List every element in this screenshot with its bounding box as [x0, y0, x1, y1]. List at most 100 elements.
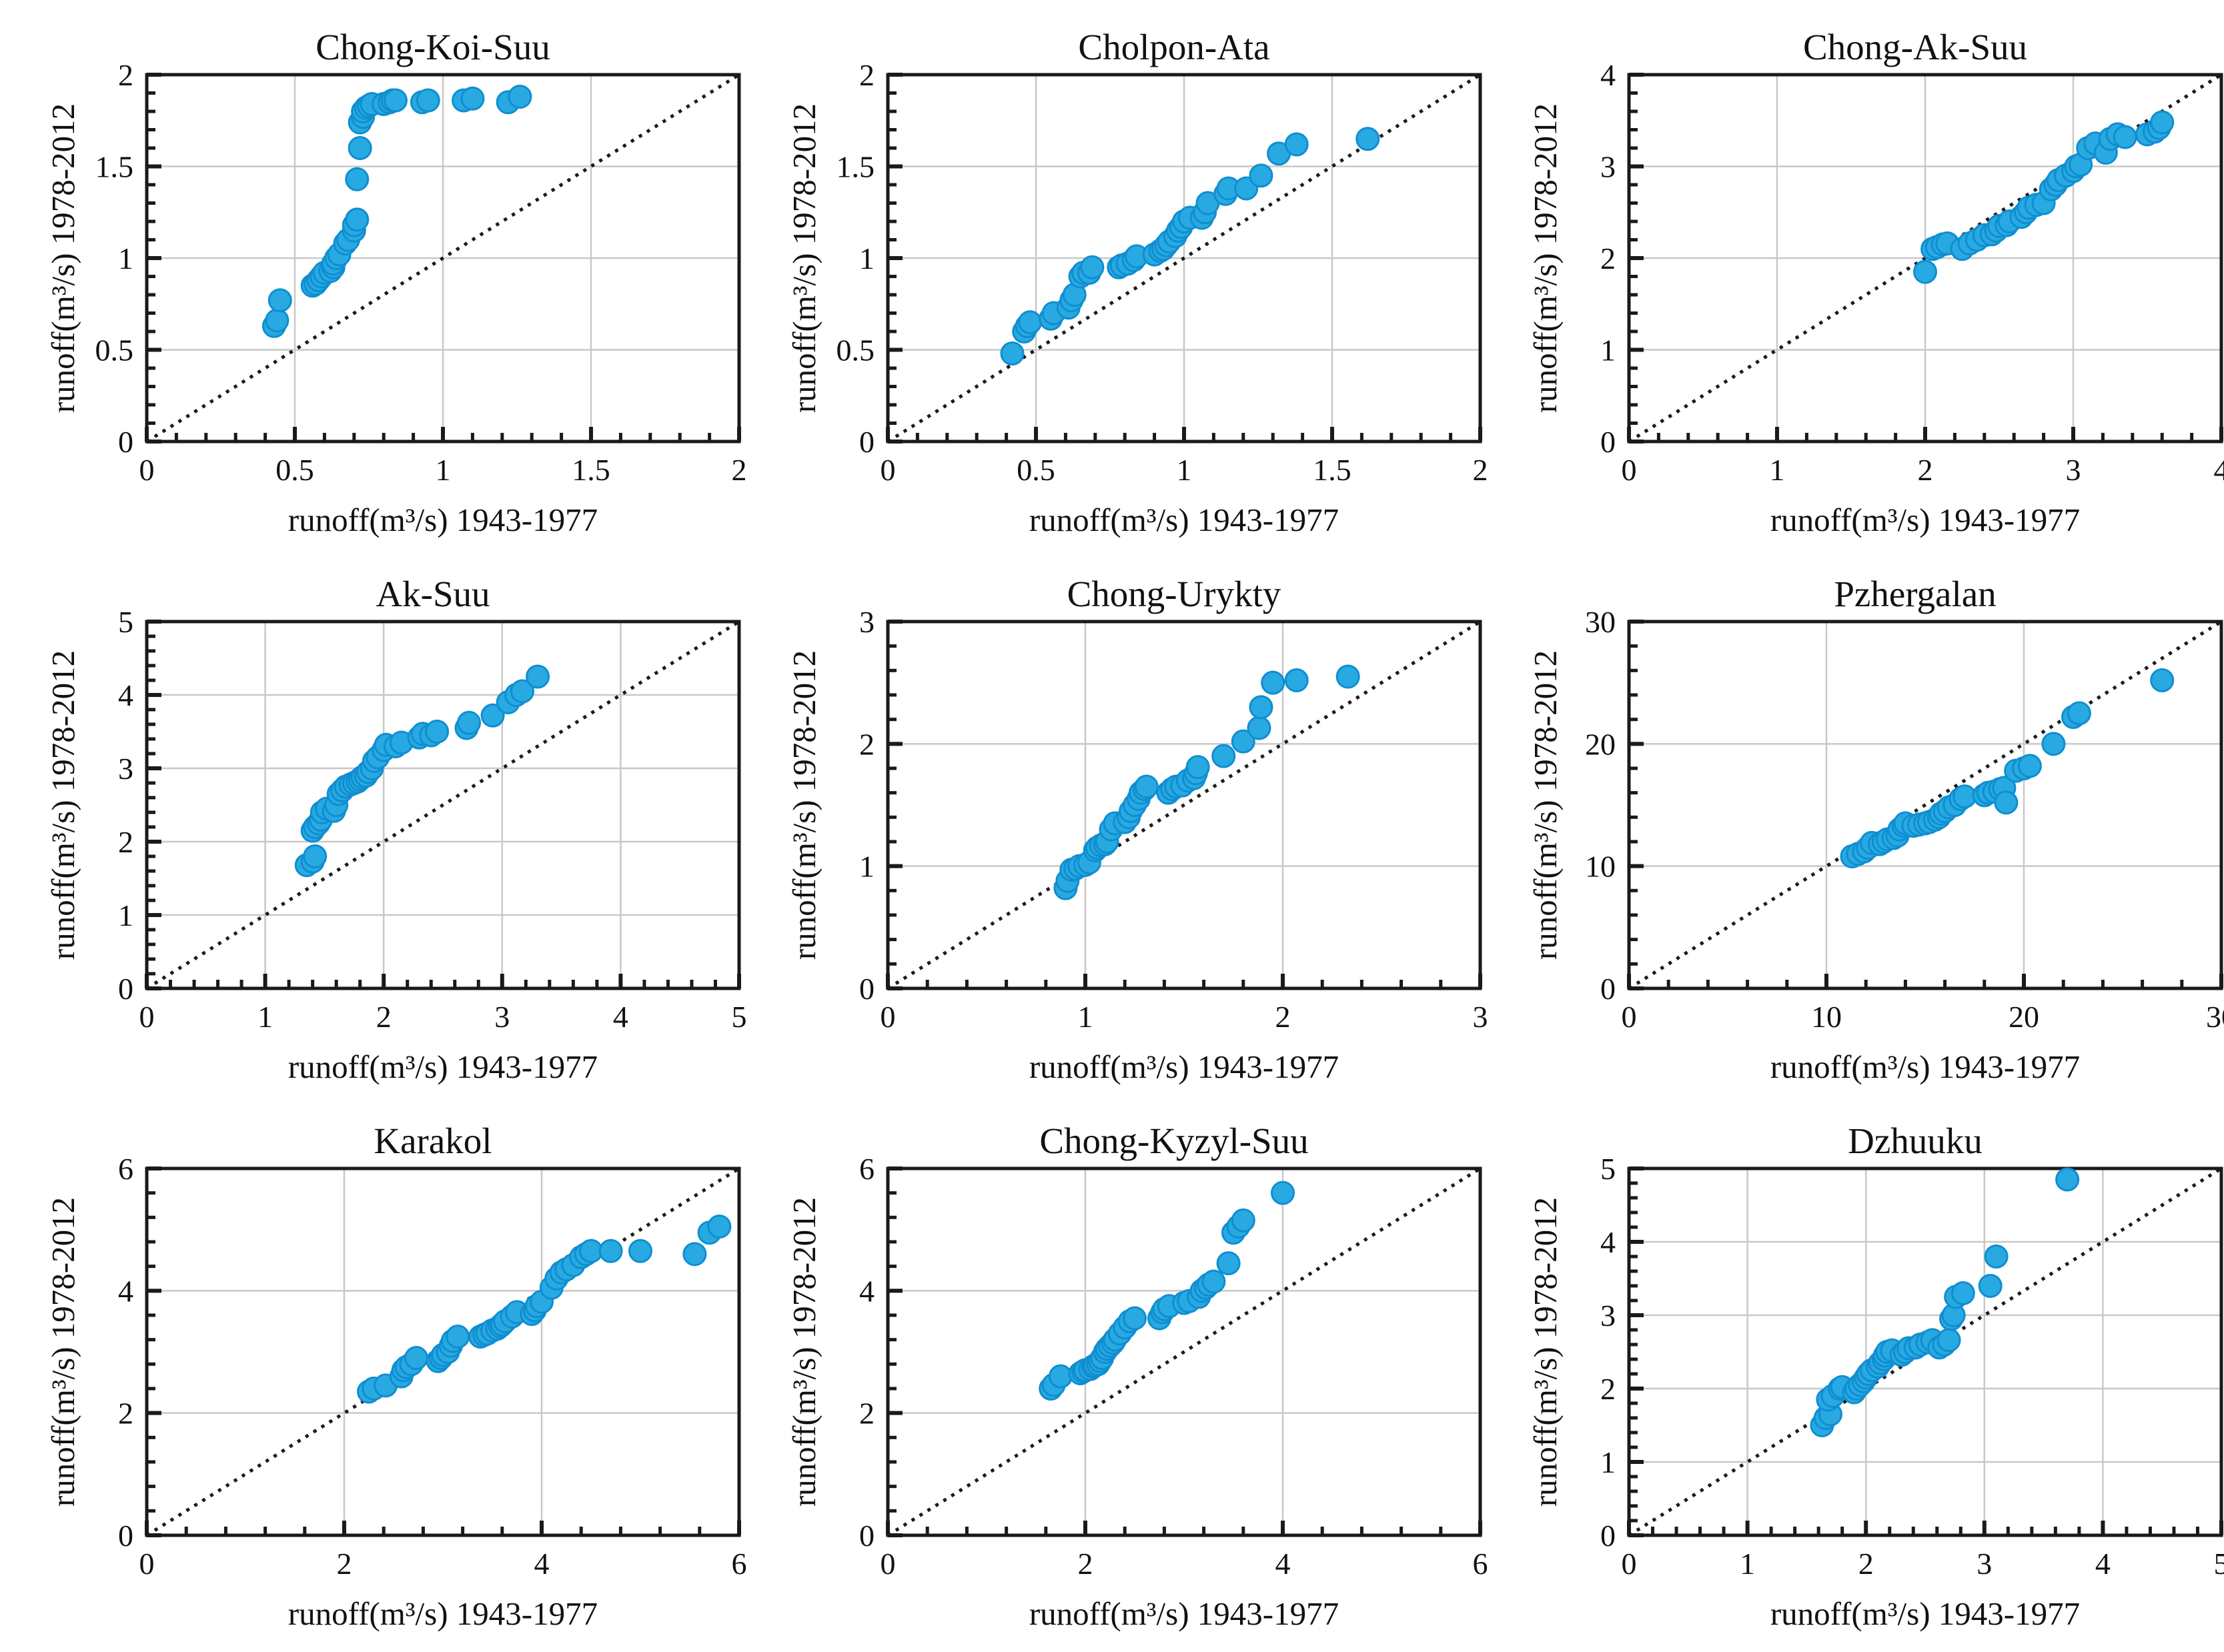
x-tick-label: 0	[139, 453, 155, 487]
data-point	[1262, 672, 1284, 694]
data-point	[2019, 755, 2041, 777]
x-tick-label: 4	[534, 1547, 550, 1581]
y-tick-label: 1	[118, 898, 133, 932]
data-point	[1285, 670, 1307, 692]
x-tick-label: 2	[1275, 1000, 1291, 1034]
x-tick-label: 1	[1078, 1000, 1093, 1034]
x-tick-label: 0	[139, 1547, 155, 1581]
y-tick-label: 2	[859, 58, 875, 92]
data-point	[684, 1243, 706, 1265]
x-axis-label: runoff(m³/s) 1943-1977	[1629, 1048, 2221, 1086]
x-axis-label: runoff(m³/s) 1943-1977	[147, 1595, 739, 1633]
x-tick-label: 1	[1770, 453, 1785, 487]
data-point	[462, 87, 484, 109]
data-point	[1337, 666, 1359, 688]
y-tick-label: 2	[1600, 1372, 1616, 1406]
x-tick-label: 6	[732, 1547, 747, 1581]
x-tick-label: 3	[494, 1000, 510, 1034]
x-tick-label: 5	[2214, 1547, 2224, 1581]
one-to-one-line	[1629, 622, 2221, 988]
y-tick-label: 0.5	[95, 333, 134, 367]
x-tick-label: 0.5	[275, 453, 314, 487]
data-point	[527, 666, 549, 688]
y-tick-label: 1.5	[837, 150, 875, 184]
y-tick-label: 2	[118, 58, 133, 92]
x-tick-label: 0.5	[1017, 453, 1055, 487]
data-point	[1203, 1271, 1225, 1293]
data-point	[1135, 776, 1157, 798]
y-tick-label: 4	[1600, 1225, 1616, 1259]
y-tick-label: 0	[1600, 425, 1616, 459]
scatter-plot: 01020300102030	[1509, 558, 2224, 1105]
y-tick-label: 3	[1600, 150, 1616, 184]
y-tick-label: 6	[859, 1152, 875, 1186]
data-point	[1217, 1253, 1239, 1275]
x-tick-label: 2	[1473, 453, 1488, 487]
data-point	[2057, 1168, 2079, 1190]
y-tick-label: 0	[1600, 972, 1616, 1006]
x-tick-label: 3	[2066, 453, 2081, 487]
x-tick-label: 5	[732, 1000, 747, 1034]
y-tick-label: 30	[1585, 605, 1616, 639]
x-tick-label: 0	[139, 1000, 155, 1034]
data-point	[1914, 261, 1936, 283]
data-point	[1952, 1283, 1974, 1305]
data-point	[2151, 670, 2173, 692]
y-tick-label: 10	[1585, 850, 1616, 884]
x-tick-label: 4	[2095, 1547, 2111, 1581]
data-point	[1250, 165, 1272, 187]
x-tick-label: 0	[881, 1000, 896, 1034]
y-tick-label: 2	[1600, 241, 1616, 275]
x-axis-label: runoff(m³/s) 1943-1977	[1629, 501, 2221, 539]
x-axis-label: runoff(m³/s) 1943-1977	[888, 501, 1480, 539]
y-tick-label: 5	[1600, 1152, 1616, 1186]
x-tick-label: 2	[1078, 1547, 1093, 1581]
data-point	[1050, 1365, 1072, 1387]
y-tick-label: 20	[1585, 727, 1616, 761]
x-tick-label: 4	[1275, 1547, 1291, 1581]
x-tick-label: 2	[376, 1000, 392, 1034]
data-point	[600, 1240, 622, 1262]
x-axis-label: runoff(m³/s) 1943-1977	[888, 1595, 1480, 1633]
data-point	[1979, 1275, 2001, 1297]
data-point	[1357, 128, 1379, 150]
data-point	[346, 209, 368, 231]
data-point	[1213, 745, 1235, 767]
data-point	[2068, 702, 2090, 724]
one-to-one-line	[888, 1168, 1480, 1535]
y-tick-label: 0	[859, 425, 875, 459]
x-tick-label: 1.5	[572, 453, 610, 487]
x-tick-label: 2	[1858, 1547, 1874, 1581]
x-tick-label: 30	[2206, 1000, 2224, 1034]
data-point	[1187, 756, 1209, 778]
y-tick-label: 0	[859, 1519, 875, 1553]
y-tick-label: 3	[859, 605, 875, 639]
data-point	[1954, 786, 1976, 808]
x-tick-label: 0	[1622, 453, 1637, 487]
x-tick-label: 3	[1977, 1547, 1992, 1581]
y-tick-label: 1.5	[95, 150, 134, 184]
y-tick-label: 4	[118, 678, 133, 712]
x-tick-label: 2	[337, 1547, 352, 1581]
y-tick-label: 0.5	[837, 333, 875, 367]
x-axis-label: runoff(m³/s) 1943-1977	[1629, 1595, 2221, 1633]
x-tick-label: 20	[2009, 1000, 2039, 1034]
y-tick-label: 4	[1600, 58, 1616, 92]
data-point	[1285, 133, 1307, 155]
x-tick-label: 3	[1473, 1000, 1488, 1034]
data-point	[447, 1326, 469, 1348]
data-point	[266, 309, 288, 331]
data-point	[269, 289, 291, 311]
y-tick-label: 1	[859, 850, 875, 884]
y-tick-label: 1	[1600, 1445, 1616, 1479]
